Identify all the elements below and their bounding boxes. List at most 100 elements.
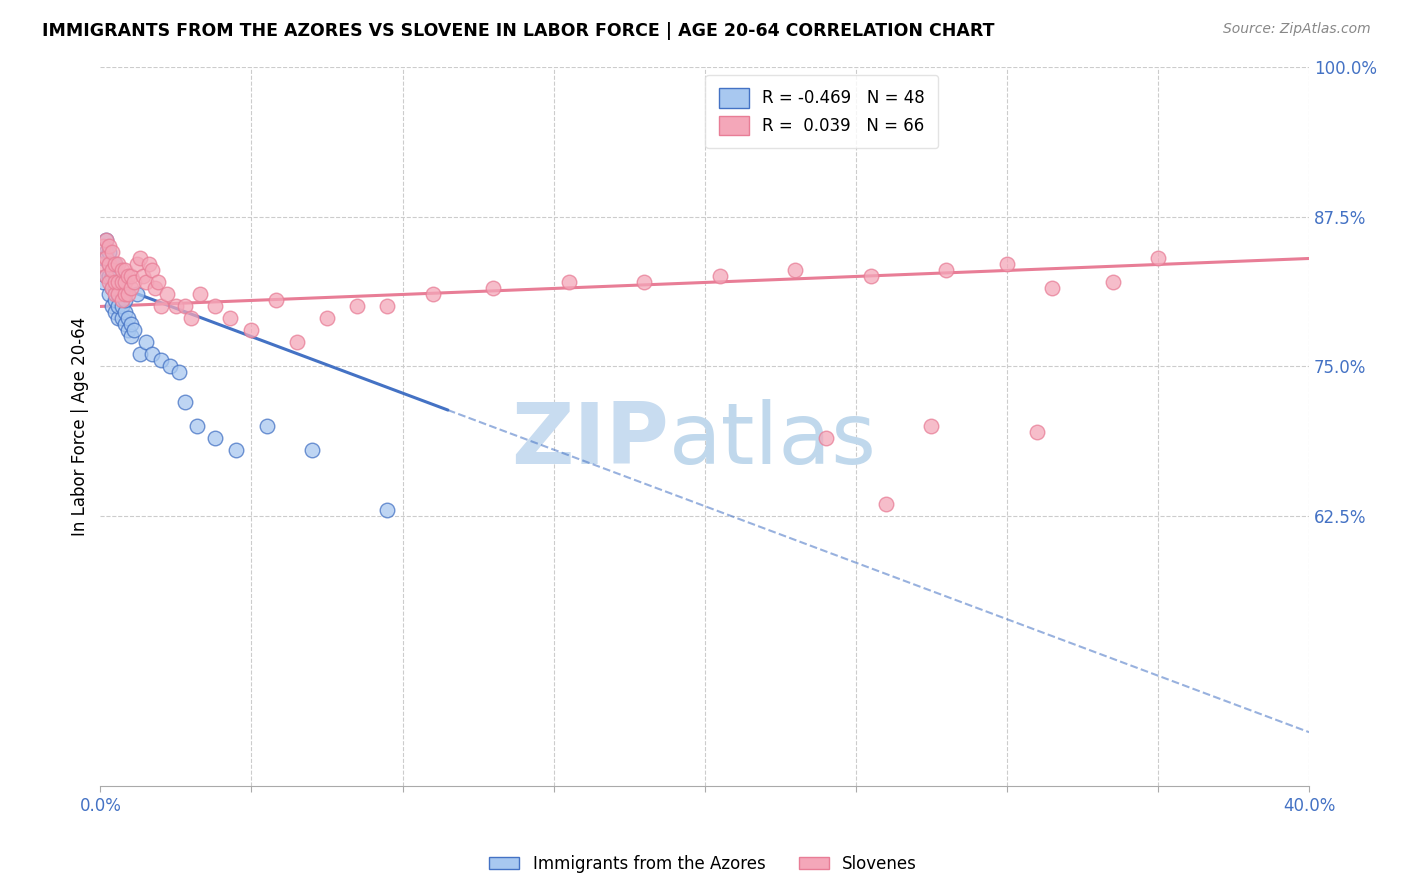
Point [814,431,837,445]
Point [96,252,118,266]
Point [98,257,121,271]
Point [128,347,150,361]
Point [285,335,308,350]
Point [149,300,172,314]
Point [141,263,163,277]
Point [174,395,197,409]
Point [117,323,139,337]
Point [114,293,136,308]
Point [93,252,115,266]
Point [96,269,118,284]
Point [104,257,127,271]
Point [225,443,247,458]
Point [96,245,118,260]
Point [1147,252,1170,266]
Point [122,323,145,337]
Point [110,300,132,314]
Point [316,311,339,326]
Point [98,269,121,284]
Point [98,239,121,253]
Point [114,287,136,301]
Point [188,287,211,301]
Point [104,305,127,319]
Point [104,293,127,308]
Point [180,311,202,326]
Point [110,276,132,290]
Point [110,311,132,326]
Point [107,276,129,290]
Point [114,318,136,332]
Point [633,276,655,290]
Point [149,353,172,368]
Point [186,419,208,434]
Point [256,419,278,434]
Point [482,281,505,295]
Point [114,305,136,319]
Point [98,257,121,271]
Point [128,252,150,266]
Point [219,311,242,326]
Legend: Immigrants from the Azores, Slovenes: Immigrants from the Azores, Slovenes [482,848,924,880]
Point [104,257,127,271]
Point [104,269,127,284]
Point [114,263,136,277]
Point [146,276,169,290]
Text: Source: ZipAtlas.com: Source: ZipAtlas.com [1223,22,1371,37]
Point [859,269,882,284]
Point [101,300,124,314]
Point [135,276,157,290]
Point [264,293,287,308]
Point [117,287,139,301]
Point [920,419,942,434]
Point [1040,281,1063,295]
Point [107,257,129,271]
Point [1101,276,1123,290]
Point [159,359,181,374]
Point [156,287,179,301]
Point [167,365,190,379]
Point [204,431,226,445]
Point [935,263,957,277]
Point [101,257,124,271]
Point [117,311,139,326]
Point [98,276,121,290]
Point [785,263,807,277]
Point [120,329,142,343]
Point [301,443,323,458]
Point [101,269,124,284]
Point [995,257,1018,271]
Point [120,318,142,332]
Point [110,276,132,290]
Point [104,276,127,290]
Text: IMMIGRANTS FROM THE AZORES VS SLOVENE IN LABOR FORCE | AGE 20-64 CORRELATION CHA: IMMIGRANTS FROM THE AZORES VS SLOVENE IN… [42,22,994,40]
Point [93,239,115,253]
Point [125,257,148,271]
Point [104,287,127,301]
Point [174,300,197,314]
Legend: R = -0.469   N = 48, R =  0.039   N = 66: R = -0.469 N = 48, R = 0.039 N = 66 [706,75,938,148]
Point [107,287,129,301]
Point [240,323,263,337]
Point [107,287,129,301]
Point [114,276,136,290]
Point [107,311,129,326]
Point [110,287,132,301]
Point [1026,425,1049,440]
Point [104,281,127,295]
Point [143,281,166,295]
Point [101,263,124,277]
Point [204,300,226,314]
Point [141,347,163,361]
Point [377,300,399,314]
Point [110,293,132,308]
Point [96,269,118,284]
Point [120,269,142,284]
Point [93,257,115,271]
Point [101,281,124,295]
Text: atlas: atlas [668,400,876,483]
Point [96,234,118,248]
Point [101,245,124,260]
Point [875,497,897,511]
Text: ZIP: ZIP [510,400,668,483]
Point [117,269,139,284]
